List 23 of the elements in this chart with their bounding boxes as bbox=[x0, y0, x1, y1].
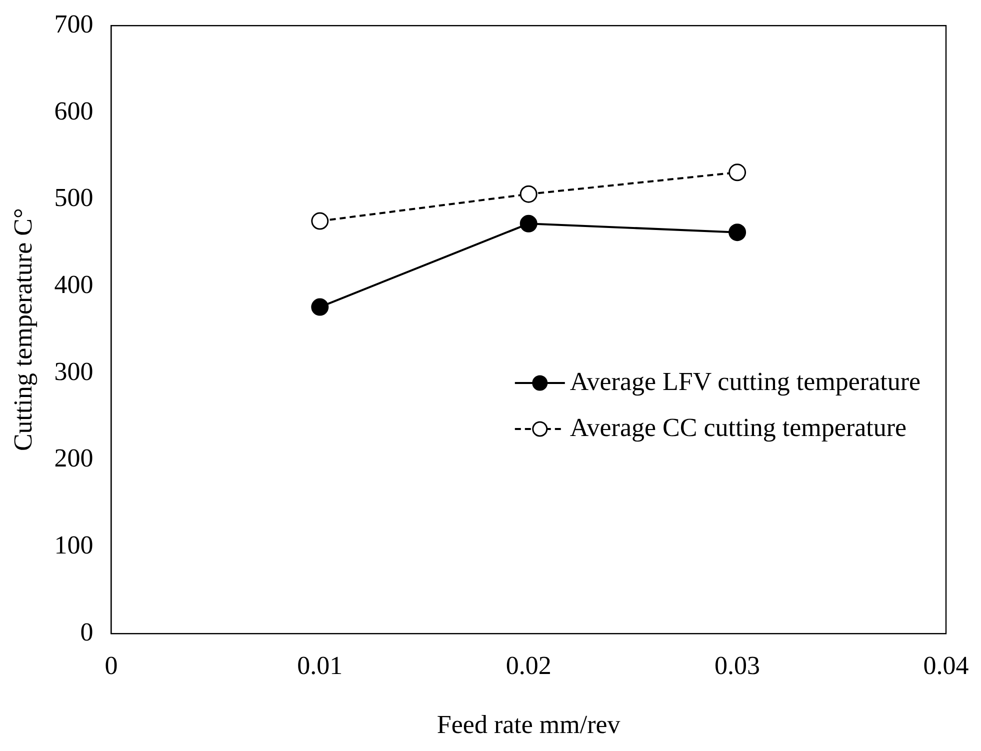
x-tick-label: 0.01 bbox=[297, 651, 343, 680]
x-tick-label: 0.02 bbox=[506, 651, 552, 680]
legend-label: Average CC cutting temperature bbox=[570, 412, 907, 442]
y-tick-label: 500 bbox=[54, 183, 94, 212]
legend-label: Average LFV cutting temperature bbox=[570, 366, 921, 396]
x-axis-title: Feed rate mm/rev bbox=[436, 710, 620, 740]
x-tick-label: 0.03 bbox=[714, 651, 760, 680]
y-tick-label: 700 bbox=[54, 9, 94, 38]
point bbox=[311, 212, 329, 230]
point bbox=[520, 185, 538, 203]
y-tick-label: 100 bbox=[54, 530, 94, 560]
y-tick-label: 400 bbox=[54, 270, 94, 299]
y-tick-label: 300 bbox=[54, 356, 94, 386]
point bbox=[311, 298, 329, 316]
y-tick-label: 0 bbox=[80, 617, 94, 646]
point bbox=[728, 224, 746, 242]
x-tick-label: 0.04 bbox=[923, 651, 969, 680]
y-axis-title: Cutting temperature C° bbox=[8, 208, 38, 452]
point bbox=[520, 214, 538, 232]
y-tick-label: 200 bbox=[54, 444, 94, 473]
y-tick-label: 600 bbox=[54, 96, 94, 126]
x-tick-label: 0 bbox=[104, 651, 118, 680]
point bbox=[728, 164, 746, 182]
